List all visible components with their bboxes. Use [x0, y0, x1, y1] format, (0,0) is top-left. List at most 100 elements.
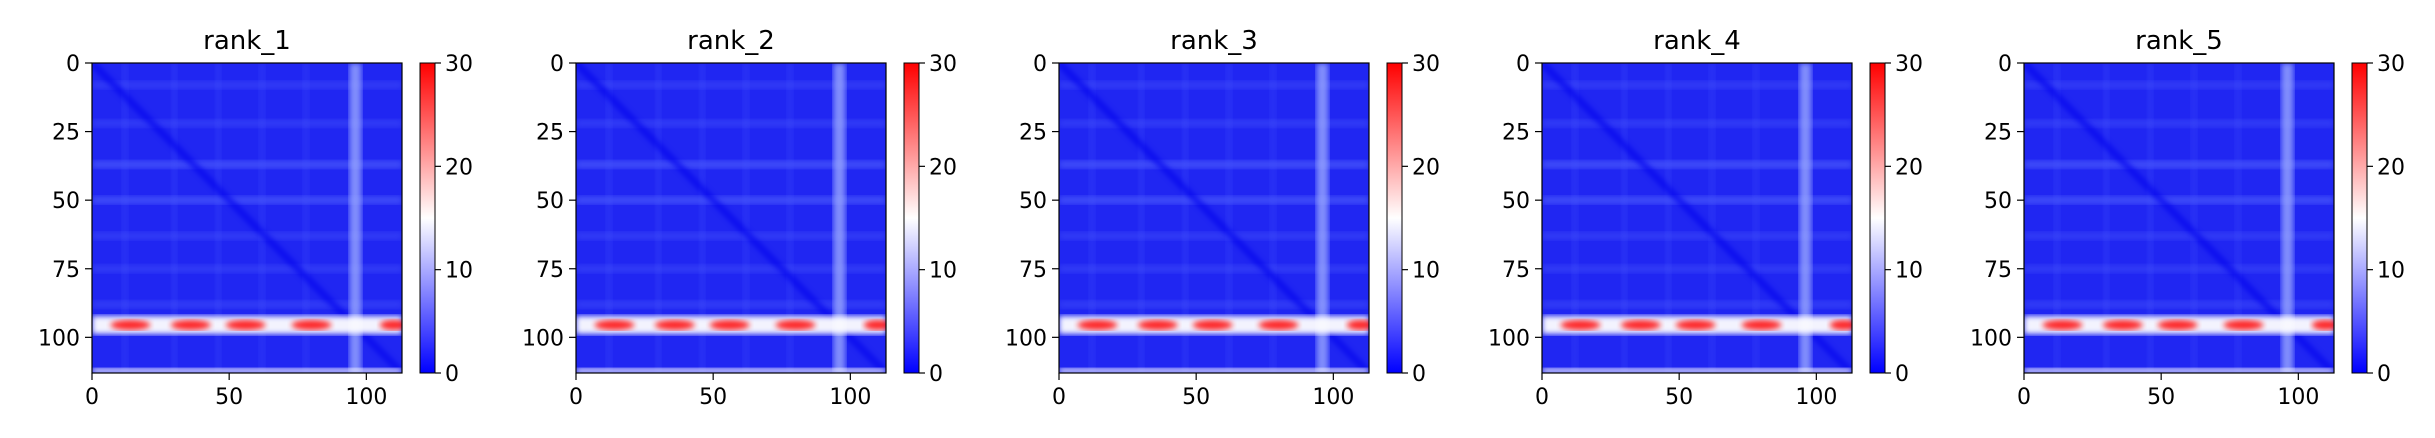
heatmap-vband — [1571, 63, 1578, 373]
colorbar-tick-label: 10 — [1412, 259, 1440, 284]
colorbar — [419, 62, 436, 374]
heatmap-hot-spot — [654, 319, 695, 330]
y-tick-label: 0 — [1516, 52, 1530, 77]
heatmap-hot-spot — [1829, 319, 1852, 330]
colorbar-tick-label: 0 — [2377, 362, 2391, 387]
heatmap-hot-spot — [775, 319, 816, 330]
heatmap-image — [576, 63, 886, 373]
heatmap-bottom-row — [92, 368, 402, 373]
y-tick-label: 25 — [536, 121, 564, 146]
heatmap-vband — [1665, 63, 1672, 373]
heatmap-band — [92, 231, 402, 240]
heatmap-band — [1059, 119, 1369, 128]
heatmap-vband — [1709, 63, 1716, 373]
colorbar-tick-label: 20 — [2377, 155, 2405, 180]
heatmap-band — [576, 80, 886, 89]
chart-title: rank_1 — [203, 26, 291, 56]
heatmap-vband — [2103, 63, 2110, 373]
plot-frame — [1541, 62, 1853, 374]
colorbar-tick-label: 0 — [1895, 362, 1909, 387]
heatmap-hot-spot — [1192, 319, 1233, 330]
heatmap-band — [2024, 196, 2334, 205]
heatmap-hot-spot — [2157, 319, 2198, 330]
heatmap-vband — [1226, 63, 1233, 373]
heatmap-hot-spot — [110, 319, 151, 330]
heatmap-hot-spot — [594, 319, 635, 330]
heatmap-image — [2024, 63, 2334, 373]
heatmap-band — [576, 160, 886, 169]
heatmap-vband — [2147, 63, 2154, 373]
heatmap-band — [2024, 160, 2334, 169]
heatmap-vband — [171, 63, 178, 373]
heatmap-hot-spot — [291, 319, 332, 330]
heatmap-vband — [1088, 63, 1095, 373]
y-tick-label: 0 — [66, 52, 80, 77]
y-tick-label: 75 — [536, 258, 564, 283]
heatmap-vband — [215, 63, 222, 373]
heatmap-band — [1542, 300, 1852, 309]
colorbar-tick-label: 30 — [2377, 52, 2405, 77]
heatmap-band — [576, 119, 886, 128]
heatmap-hot-spot — [1741, 319, 1782, 330]
heatmap-band — [2024, 119, 2334, 128]
heatmap-band — [1542, 196, 1852, 205]
chart-title: rank_5 — [2135, 26, 2223, 56]
heatmap-hot-spot — [1077, 319, 1118, 330]
heatmap-image — [1059, 63, 1369, 373]
heatmap-band — [92, 160, 402, 169]
heatmap-band — [1542, 231, 1852, 240]
heatmap-hot-spot — [1675, 319, 1716, 330]
heatmap-hot-spot — [2311, 319, 2334, 330]
x-tick-label: 50 — [699, 385, 727, 410]
heatmap-band — [576, 231, 886, 240]
x-tick-label: 50 — [215, 385, 243, 410]
y-tick-label: 50 — [1019, 189, 1047, 214]
heatmap-band — [1542, 119, 1852, 128]
colorbar-tick-label: 20 — [1895, 155, 1923, 180]
y-tick-label: 75 — [1984, 258, 2012, 283]
x-tick-label: 100 — [1795, 385, 1837, 410]
colorbar — [2351, 62, 2368, 374]
heatmap-band — [2024, 300, 2334, 309]
heatmap-band — [1059, 160, 1369, 169]
x-tick-label: 100 — [345, 385, 387, 410]
y-tick-label: 25 — [1984, 121, 2012, 146]
heatmap-hot-spot — [709, 319, 750, 330]
plot-frame — [91, 62, 403, 374]
heatmap-hot-spot — [1346, 319, 1369, 330]
x-tick-label: 0 — [569, 385, 583, 410]
colorbar-tick-label: 30 — [1412, 52, 1440, 77]
x-tick-label: 50 — [1665, 385, 1693, 410]
heatmap-band — [1542, 160, 1852, 169]
y-tick-label: 0 — [1998, 52, 2012, 77]
y-tick-label: 75 — [1019, 258, 1047, 283]
colorbar-tick-label: 30 — [445, 52, 473, 77]
y-tick-label: 25 — [1019, 121, 1047, 146]
plot-frame — [575, 62, 887, 374]
heatmap-hot-spot — [2223, 319, 2264, 330]
y-tick-label: 50 — [52, 189, 80, 214]
heatmap-hot-spot — [170, 319, 211, 330]
heatmap-vband — [786, 63, 793, 373]
heatmap-band — [92, 196, 402, 205]
colorbar-tick-label: 10 — [929, 259, 957, 284]
heatmap-vband — [1621, 63, 1628, 373]
heatmap-vband — [2191, 63, 2198, 373]
colorbar-tick-label: 30 — [1895, 52, 1923, 77]
y-tick-label: 100 — [1005, 326, 1047, 351]
colorbar-tick-label: 0 — [929, 362, 943, 387]
x-tick-label: 100 — [829, 385, 871, 410]
y-tick-label: 50 — [536, 189, 564, 214]
heatmap-vband — [655, 63, 662, 373]
heatmap-vband — [1752, 63, 1759, 373]
colorbar-tick-label: 10 — [1895, 259, 1923, 284]
heatmap-band — [576, 264, 886, 273]
y-tick-label: 75 — [1502, 258, 1530, 283]
heatmap-band — [92, 300, 402, 309]
plot-frame — [2023, 62, 2335, 374]
heatmap-panel-5: rank_5 0 50 100 0 25 50 75 100 0 10 20 30 — [1970, 26, 2405, 410]
x-tick-label: 0 — [1535, 385, 1549, 410]
heatmap-hot-spot — [2102, 319, 2143, 330]
x-tick-label: 0 — [85, 385, 99, 410]
heatmap-band — [1542, 264, 1852, 273]
